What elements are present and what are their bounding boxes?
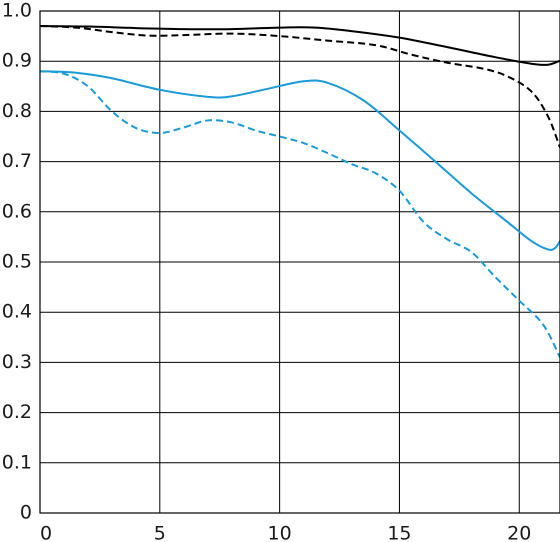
- y-tick-label: 0.5: [2, 251, 32, 273]
- y-tick-label: 1.0: [2, 0, 32, 22]
- x-tick-label: 0: [40, 523, 52, 542]
- y-tick-label: 0.4: [2, 301, 32, 323]
- y-tick-labels: 0 0.1 0.2 0.3 0.4 0.5 0.6 0.7 0.8 0.9 1.0: [2, 0, 32, 524]
- y-tick-label: 0.7: [2, 150, 32, 172]
- series-line-2: [39, 70, 560, 251]
- horizontal-grid-lines: [40, 60, 560, 464]
- x-tick-label: 10: [268, 523, 292, 542]
- x-tick-label: 20: [507, 523, 531, 542]
- series-line-3: [39, 70, 560, 358]
- y-tick-label: 0.2: [2, 401, 32, 423]
- series-line-1: [39, 25, 560, 148]
- y-tick-label: 0.1: [2, 451, 32, 473]
- series-line-0: [39, 25, 560, 66]
- y-tick-label: 0.6: [2, 200, 32, 222]
- x-tick-label: 5: [154, 523, 166, 542]
- plot-frame: [39, 10, 560, 514]
- y-tick-label: 0: [20, 502, 32, 524]
- series-lines: [39, 25, 560, 358]
- y-tick-label: 0.9: [2, 50, 32, 72]
- x-tick-labels: 0 5 10 15 20: [40, 523, 531, 542]
- x-tick-label: 15: [387, 523, 411, 542]
- y-tick-label: 0.3: [2, 351, 32, 373]
- y-tick-label: 0.8: [2, 100, 32, 122]
